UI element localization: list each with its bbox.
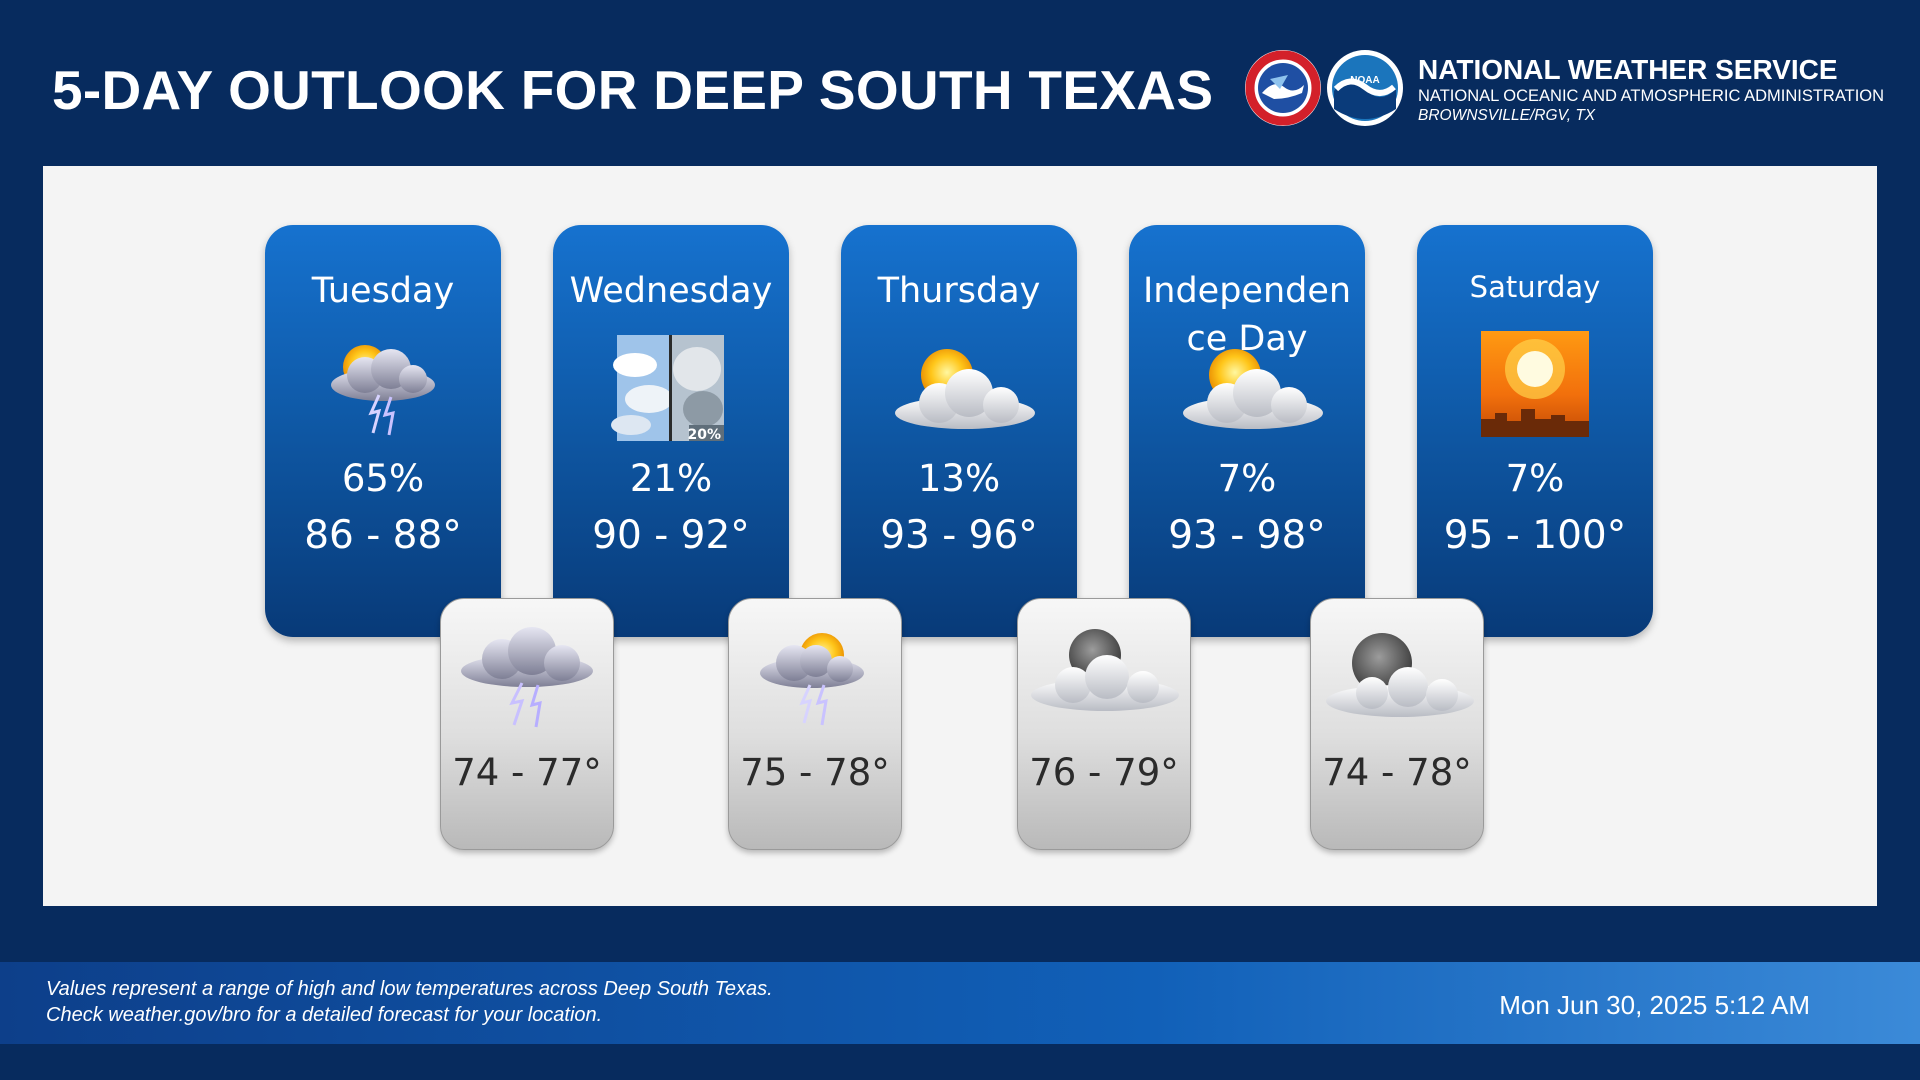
low-temp: 75 - 78°: [740, 751, 890, 794]
day-label: Tuesday: [311, 271, 455, 311]
night-card-2: 75 - 78°: [728, 598, 902, 850]
high-temp: 93 - 96°: [880, 513, 1038, 558]
mostly-cloudy-sun-icon: [1183, 349, 1323, 429]
partly-cloudy-thunderstorm-icon: [331, 345, 435, 436]
agency-subtitle: NATIONAL OCEANIC AND ATMOSPHERIC ADMINIS…: [1418, 87, 1885, 105]
day-card-wednesday: Wednesday 20% 21% 90 - 92°: [553, 225, 789, 637]
day-label: Thursday: [877, 271, 1041, 311]
office-location: BROWNSVILLE/RGV, TX: [1418, 107, 1596, 124]
precip-chance: 13%: [917, 457, 1001, 500]
svg-text:NOAA: NOAA: [1350, 75, 1379, 86]
partly-cloudy-thunderstorm-icon: [760, 633, 864, 726]
agency-name: NATIONAL WEATHER SERVICE: [1418, 54, 1838, 85]
night-card-1: 74 - 77°: [440, 598, 614, 850]
precip-chance: 7%: [1217, 457, 1277, 500]
mostly-cloudy-moon-icon: [1326, 633, 1474, 717]
agency-block: NATIONAL WEATHER SERVICE NATIONAL OCEANI…: [1418, 54, 1884, 125]
night-card-4: 74 - 78°: [1310, 598, 1484, 850]
day-label: Wednesday: [569, 271, 773, 311]
day-card-tuesday: Tuesday 65% 86 - 88°: [265, 225, 501, 637]
mostly-cloudy-moon-icon: [1031, 629, 1179, 711]
icon-badge: 20%: [687, 427, 721, 443]
mostly-cloudy-sun-icon: [895, 349, 1035, 429]
thunderstorm-cloud-icon: [461, 627, 593, 728]
timestamp: Mon Jun 30, 2025 5:12 AM: [1499, 990, 1810, 1020]
sunny-skyline-icon: [1481, 331, 1589, 437]
low-temp: 74 - 77°: [452, 751, 602, 794]
low-temp: 74 - 78°: [1322, 751, 1472, 794]
split-clouds-photo-icon: 20%: [611, 335, 724, 443]
day-label: Saturday: [1469, 270, 1601, 304]
day-card-saturday: Saturday 7% 95 - 100°: [1417, 225, 1653, 637]
noaa-logo-icon: NOAA: [1326, 49, 1404, 127]
footer-bar: Values represent a range of high and low…: [0, 962, 1920, 1044]
high-temp: 90 - 92°: [592, 513, 750, 558]
day-card-independence-day: Independence Day 7% 93 - 98°: [1129, 225, 1365, 637]
nws-logo-icon: [1244, 49, 1322, 127]
day-label: Independence Day: [1142, 271, 1352, 359]
high-temp: 95 - 100°: [1443, 513, 1627, 558]
day-card-thursday: Thursday 13% 93 - 96°: [841, 225, 1077, 637]
footnote-line-1: Values represent a range of high and low…: [46, 978, 773, 1000]
night-card-3: 76 - 79°: [1017, 598, 1191, 850]
precip-chance: 65%: [341, 457, 425, 500]
page-title: 5-DAY OUTLOOK FOR DEEP SOUTH TEXAS: [52, 59, 1214, 121]
high-temp: 93 - 98°: [1168, 513, 1326, 558]
high-temp: 86 - 88°: [304, 513, 462, 558]
footnote-line-2: Check weather.gov/bro for a detailed for…: [46, 1004, 603, 1026]
precip-chance: 7%: [1505, 457, 1565, 500]
precip-chance: 21%: [629, 457, 713, 500]
low-temp: 76 - 79°: [1029, 751, 1179, 794]
